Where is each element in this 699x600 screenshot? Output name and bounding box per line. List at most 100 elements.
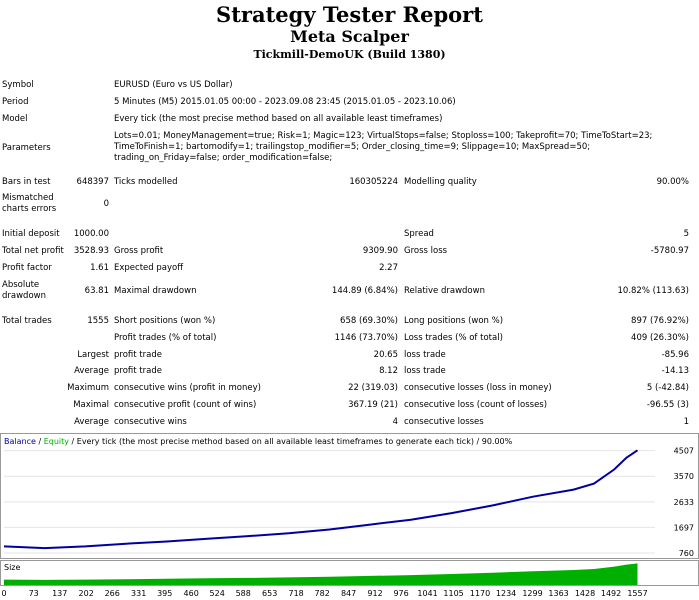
spread-value: 5 — [683, 229, 689, 239]
reldd-label: Relative drawdown — [404, 286, 485, 296]
x-tick-label: 912 — [367, 589, 382, 598]
x-tick-label: 1428 — [575, 589, 595, 598]
x-tick-label: 1363 — [548, 589, 568, 598]
x-tick-label: 1234 — [496, 589, 516, 598]
x-tick-label: 395 — [157, 589, 172, 598]
avg-cl-label: consecutive losses — [404, 417, 484, 427]
grossprofit-value: 9309.90 — [362, 246, 398, 256]
y-tick-label: 760 — [679, 549, 694, 558]
grossloss-label: Gross loss — [404, 246, 448, 256]
avg-cw-value: 4 — [392, 417, 398, 427]
spread-label: Spread — [404, 229, 434, 239]
chart-grid — [4, 450, 655, 554]
x-tick-label: 137 — [52, 589, 67, 598]
pf-label: Profit factor — [2, 263, 52, 273]
x-tick-label: 847 — [341, 589, 356, 598]
x-tick-label: 1557 — [627, 589, 647, 598]
pt-value: 1146 (73.70%) — [334, 333, 398, 343]
x-tick-label: 1492 — [601, 589, 621, 598]
y-tick-label: 4507 — [674, 447, 694, 456]
reldd-value: 10.82% (113.63) — [617, 286, 690, 296]
long-value: 897 (76.92%) — [631, 316, 689, 326]
x-tick-labels: 0 73 137 202 266 331 395 460 524 588 653 718 782 847 9… — [1, 589, 647, 598]
legend-equity: Equity — [43, 437, 69, 446]
legend-description: / Every tick (the most precise method ba… — [68, 437, 513, 446]
x-tick-label: 331 — [131, 589, 146, 598]
average-pt-label: profit trade — [114, 366, 162, 376]
x-tick-label: 524 — [210, 589, 225, 598]
max-cw-label: consecutive wins (profit in money) — [114, 383, 261, 393]
x-tick-label: 976 — [393, 589, 408, 598]
pt-label: Profit trades (% of total) — [114, 333, 217, 343]
bars-value: 648397 — [76, 177, 109, 187]
ticks-value: 160305224 — [349, 177, 398, 187]
average-label: Average — [74, 366, 109, 376]
maximum-label: Maximum — [67, 383, 109, 393]
legend-balance: Balance — [4, 437, 36, 446]
short-value: 658 (69.30%) — [340, 316, 398, 326]
netprofit-label: Total net profit — [2, 246, 64, 256]
x-tick-label: 1105 — [443, 589, 463, 598]
largest-pt-value: 20.65 — [373, 350, 398, 360]
mx-cl-value: -96.55 (3) — [646, 400, 689, 410]
ticks-label: Ticks modelled — [114, 177, 178, 187]
quality-value: 90.00% — [656, 177, 689, 187]
x-tick-label: 73 — [29, 589, 39, 598]
lt-label: Loss trades (% of total) — [404, 333, 503, 343]
netprofit-value: 3528.93 — [73, 246, 109, 256]
model-label: Model — [2, 114, 28, 124]
x-tick-label: 782 — [315, 589, 330, 598]
mismatch-value: 0 — [103, 199, 109, 209]
x-tick-label: 1299 — [522, 589, 542, 598]
largest-lt-value: -85.96 — [661, 350, 689, 360]
payoff-label: Expected payoff — [114, 263, 184, 273]
largest-pt-label: profit trade — [114, 350, 162, 360]
deposit-label: Initial deposit — [2, 229, 60, 239]
x-tick-label: 460 — [184, 589, 199, 598]
size-label: Size — [4, 563, 21, 572]
pf-value: 1.61 — [90, 263, 109, 273]
grossloss-value: -5780.97 — [650, 246, 689, 256]
bars-label: Bars in test — [2, 177, 51, 187]
mismatch-label: Mismatched charts errors — [2, 193, 57, 214]
grossprofit-label: Gross profit — [114, 246, 164, 256]
deposit-value: 1000.00 — [73, 229, 109, 239]
largest-label: Largest — [77, 350, 109, 360]
x-tick-label: 653 — [262, 589, 277, 598]
y-tick-label: 3570 — [674, 472, 694, 481]
lt-value: 409 (26.30%) — [631, 333, 689, 343]
x-tick-label: 718 — [288, 589, 303, 598]
largest-lt-label: loss trade — [404, 350, 446, 360]
x-tick-label: 1170 — [470, 589, 490, 598]
payoff-value: 2.27 — [379, 263, 398, 273]
report-title: Strategy Tester Report — [216, 2, 483, 27]
average-pt-value: 8.12 — [379, 366, 398, 376]
long-label: Long positions (won %) — [404, 316, 504, 326]
y-tick-label: 2633 — [674, 498, 694, 507]
maxdd-value: 144.89 (6.84%) — [331, 286, 398, 296]
avg-cw-label: consecutive wins — [114, 417, 187, 427]
maximal-label: Maximal — [73, 400, 109, 410]
y-tick-label: 1697 — [674, 523, 694, 532]
expert-name: Meta Scalper — [290, 27, 409, 46]
balance-chart-svg: 4507 3570 2633 1697 760 0 73 137 202 266 331 395 46… — [1, 447, 694, 598]
max-cl-value: 5 (-42.84) — [646, 383, 689, 393]
trades-value: 1555 — [87, 316, 109, 326]
x-tick-label: 588 — [236, 589, 251, 598]
y-tick-labels: 4507 3570 2633 1697 760 — [674, 447, 694, 558]
max-cw-value: 22 (319.03) — [348, 383, 398, 393]
average-lt-label: loss trade — [404, 366, 446, 376]
period-label: Period — [2, 97, 29, 107]
graph-legend: Balance / Equity / Every tick (the most … — [4, 436, 512, 447]
average-lt-value: -14.13 — [661, 366, 689, 376]
x-tick-label: 266 — [105, 589, 120, 598]
size-panel — [0, 560, 699, 586]
mx-cp-value: 367.19 (21) — [348, 400, 398, 410]
symbol-value: EURUSD (Euro vs US Dollar) — [114, 80, 233, 90]
mx-cl-label: consecutive loss (count of losses) — [404, 400, 548, 410]
quality-label: Modelling quality — [404, 177, 477, 187]
parameters-label: Parameters — [2, 143, 51, 153]
balance-line — [3, 449, 639, 550]
short-label: Short positions (won %) — [114, 316, 216, 326]
parameters-value: Lots=0.01; MoneyManagement=true; Risk=1;… — [114, 131, 653, 163]
